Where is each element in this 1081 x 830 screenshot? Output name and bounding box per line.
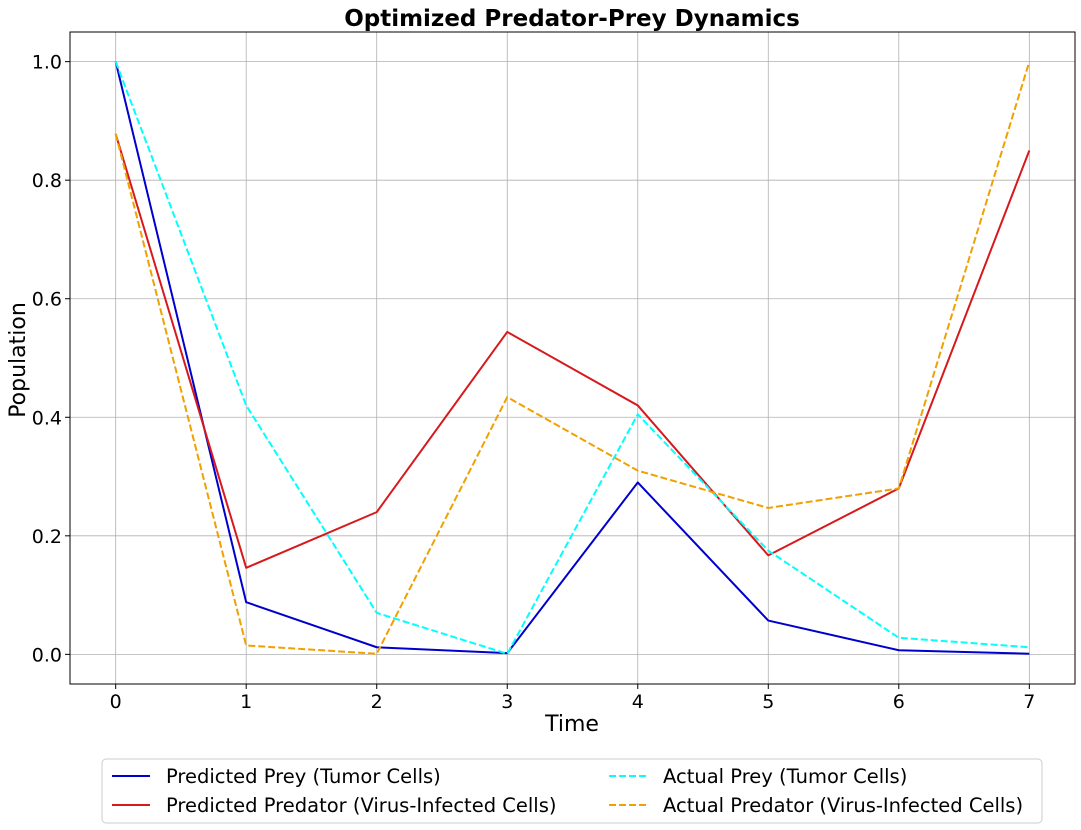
- series-line-4: [114, 61, 1031, 655]
- series-line-1: [114, 61, 1030, 655]
- legend-label-2: Predicted Predator (Virus-Infected Cells…: [166, 794, 557, 817]
- x-tick-label: 2: [371, 691, 383, 713]
- series-lines: [114, 61, 1031, 655]
- x-tick-label: 4: [632, 691, 644, 713]
- y-tick-label: 1.0: [32, 52, 62, 74]
- legend-box: [101, 758, 1043, 824]
- y-axis-label: Population: [6, 302, 31, 418]
- x-tick-label: 0: [110, 691, 122, 713]
- x-tick-label: 5: [762, 691, 774, 713]
- series-line-3: [114, 61, 1030, 655]
- legend-label-3: Actual Prey (Tumor Cells): [663, 765, 907, 788]
- x-tick-label: 6: [893, 691, 905, 713]
- y-tick-label: 0.2: [32, 526, 62, 548]
- series-line-2: [114, 133, 1031, 569]
- plot-frame: [69, 31, 1076, 685]
- legend-label-4: Actual Predator (Virus-Infected Cells): [663, 794, 1023, 817]
- y-tick-label: 0.0: [32, 644, 62, 666]
- legend: Predicted Prey (Tumor Cells) Predicted Pr…: [101, 758, 1043, 824]
- x-tick-label: 1: [240, 691, 252, 713]
- axis-ticks: 0 1 2 3 4 5 6 7 0.0 0.2 0.4 0.6 0.8 1.0: [32, 52, 1036, 713]
- x-tick-label: 3: [501, 691, 513, 713]
- x-tick-label: 7: [1023, 691, 1035, 713]
- y-tick-label: 0.4: [32, 407, 62, 429]
- chart-title: Optimized Predator-Prey Dynamics: [344, 6, 800, 32]
- y-tick-label: 0.6: [32, 289, 62, 311]
- y-tick-label: 0.8: [32, 170, 62, 192]
- x-axis-label: Time: [544, 712, 599, 737]
- legend-label-1: Predicted Prey (Tumor Cells): [166, 765, 441, 788]
